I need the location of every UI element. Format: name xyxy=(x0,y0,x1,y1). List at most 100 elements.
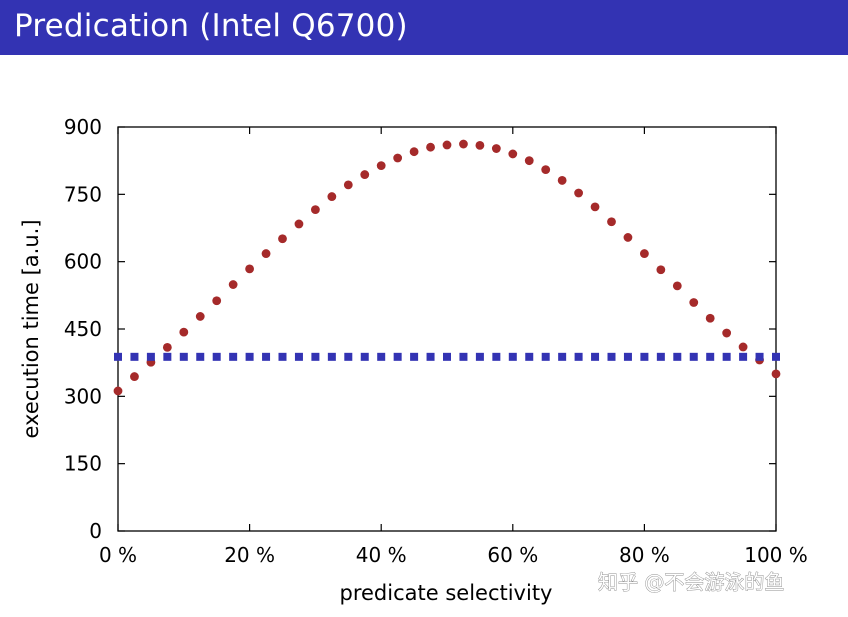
x-tick-label: 100 % xyxy=(744,543,808,567)
data-point xyxy=(508,352,517,361)
data-point xyxy=(212,352,221,361)
data-point xyxy=(327,192,337,201)
data-point xyxy=(311,352,320,361)
data-point xyxy=(162,343,172,352)
x-tick-labels: 0 % 20 % 40 % 60 % 80 % 100 % xyxy=(99,543,808,567)
data-point xyxy=(739,352,748,361)
y-tick-label: 450 xyxy=(64,317,102,341)
data-point xyxy=(426,142,435,152)
data-point xyxy=(179,327,189,337)
data-point xyxy=(278,352,287,361)
data-point xyxy=(344,352,353,361)
data-point xyxy=(722,328,732,338)
data-point xyxy=(146,352,155,361)
data-point xyxy=(179,352,188,361)
title-bar: Predication (Intel Q6700) xyxy=(0,0,848,55)
data-point xyxy=(607,217,616,227)
data-point xyxy=(409,147,419,157)
series-0 xyxy=(113,139,781,396)
data-point xyxy=(574,352,583,361)
data-point xyxy=(459,139,468,149)
data-point xyxy=(656,352,665,361)
data-point xyxy=(130,372,139,381)
data-point xyxy=(195,312,205,321)
y-tick-label: 600 xyxy=(64,250,102,274)
data-point xyxy=(360,352,369,361)
data-point xyxy=(443,352,451,361)
data-point xyxy=(574,188,583,198)
data-point xyxy=(442,140,452,150)
data-point xyxy=(705,313,715,323)
data-point xyxy=(130,352,139,361)
y-axis-label: execution time [a.u.] xyxy=(19,219,43,438)
data-point xyxy=(327,352,336,361)
data-point xyxy=(541,165,551,175)
data-point xyxy=(377,352,386,361)
axis-ticks xyxy=(117,126,777,532)
data-point xyxy=(410,352,419,361)
data-point xyxy=(294,219,304,229)
data-point xyxy=(689,298,699,307)
data-point xyxy=(623,233,633,242)
data-point xyxy=(524,156,534,166)
data-point xyxy=(558,352,567,361)
data-point xyxy=(640,352,649,361)
series-layer xyxy=(113,139,781,396)
y-tick-label: 900 xyxy=(64,115,102,139)
data-point xyxy=(706,352,715,361)
data-point xyxy=(492,352,501,361)
data-point xyxy=(755,352,764,361)
plot-frame xyxy=(117,126,777,532)
y-tick-labels: 0 150 300 450 600 750 900 xyxy=(64,115,102,543)
data-point xyxy=(459,352,468,361)
x-tick-label: 80 % xyxy=(619,543,670,567)
x-axis-label: predicate selectivity xyxy=(340,581,553,605)
data-point xyxy=(376,161,386,171)
data-point xyxy=(229,352,238,361)
data-point xyxy=(261,249,271,258)
data-point xyxy=(672,281,682,291)
x-tick-label: 0 % xyxy=(99,543,137,567)
watermark-text: 知乎 @不会游泳的鱼 xyxy=(598,570,784,594)
slide-title: Predication (Intel Q6700) xyxy=(14,8,408,44)
data-point xyxy=(393,352,402,361)
data-point xyxy=(228,280,238,289)
data-point xyxy=(475,352,484,361)
data-point xyxy=(591,352,600,361)
data-point xyxy=(113,386,123,396)
data-point xyxy=(196,352,205,361)
data-point xyxy=(278,234,287,244)
y-tick-label: 750 xyxy=(64,182,102,206)
data-point xyxy=(114,352,122,361)
data-point xyxy=(262,352,271,361)
x-tick-label: 60 % xyxy=(487,543,538,567)
data-point xyxy=(393,153,403,163)
data-point xyxy=(508,149,518,159)
data-point xyxy=(590,202,600,212)
data-point xyxy=(738,342,748,352)
data-point xyxy=(245,264,255,274)
data-point xyxy=(557,176,567,185)
x-tick-label: 20 % xyxy=(224,543,275,567)
data-point xyxy=(771,369,781,379)
data-point xyxy=(311,205,320,214)
data-point xyxy=(245,352,254,361)
data-point xyxy=(623,352,632,361)
y-tick-label: 150 xyxy=(64,452,102,476)
data-point xyxy=(673,352,682,361)
y-tick-label: 300 xyxy=(64,384,102,408)
data-point xyxy=(360,170,370,179)
data-point xyxy=(475,141,485,150)
data-point xyxy=(525,352,534,361)
data-point xyxy=(689,352,698,361)
data-point xyxy=(212,296,222,306)
data-point xyxy=(541,352,550,361)
data-point xyxy=(491,144,501,153)
data-point xyxy=(294,352,303,361)
data-point xyxy=(640,249,649,258)
data-point xyxy=(163,352,172,361)
x-tick-label: 40 % xyxy=(356,543,407,567)
series-1 xyxy=(114,352,780,361)
data-point xyxy=(343,180,353,190)
